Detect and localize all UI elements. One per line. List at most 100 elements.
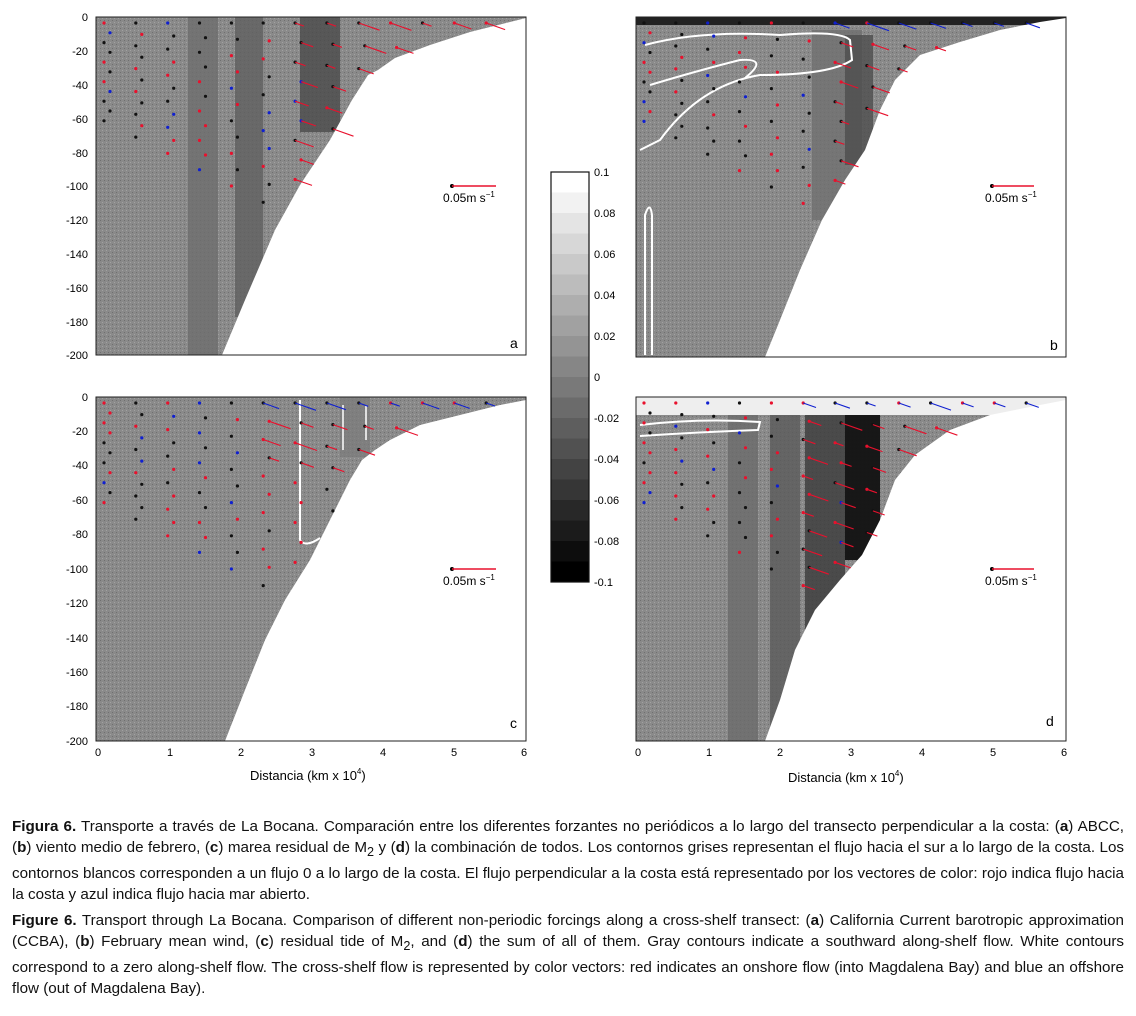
- vector-arrow: [358, 68, 374, 75]
- vector-arrow: [872, 467, 887, 473]
- vector-point: [737, 139, 742, 143]
- vector-point: [801, 93, 805, 97]
- vector-point: [769, 434, 774, 438]
- vector-point: [235, 451, 239, 455]
- caption-label: Figure 6.: [12, 912, 77, 929]
- vector-point: [680, 482, 684, 486]
- vector-point: [712, 34, 716, 38]
- vector-point: [108, 491, 112, 495]
- vector-point: [712, 467, 716, 471]
- vector-point: [166, 481, 170, 485]
- contour-band: [636, 17, 1066, 25]
- vector-point: [166, 21, 170, 25]
- x-tick: 0: [635, 747, 641, 759]
- vector-point: [743, 535, 748, 540]
- vector-point: [769, 185, 774, 189]
- vector-arrow: [422, 402, 440, 410]
- vector-point: [648, 431, 652, 435]
- vector-point: [642, 100, 646, 104]
- vector-point: [737, 520, 742, 525]
- vector-point: [642, 481, 646, 485]
- vector-point: [674, 90, 678, 94]
- vector-point: [680, 101, 684, 105]
- vector-point: [140, 32, 144, 37]
- colorbar-band: [551, 315, 589, 337]
- vector-point: [331, 509, 335, 513]
- vector-arrow: [326, 64, 336, 69]
- vector-arrow: [840, 541, 854, 548]
- vector-point: [648, 451, 652, 455]
- colorbar-band: [551, 500, 589, 521]
- colorbar-band: [551, 192, 589, 214]
- vector-point: [229, 401, 233, 405]
- vector-arrow: [803, 548, 823, 557]
- vector-point: [648, 411, 652, 415]
- zero-contour: [639, 419, 762, 437]
- vector-arrow: [936, 427, 958, 436]
- svg-text:0.05m s−1: 0.05m s−1: [443, 190, 495, 205]
- vector-point: [235, 484, 239, 488]
- vector-point: [706, 534, 710, 538]
- vector-point: [108, 70, 112, 74]
- vector-arrow: [263, 402, 280, 410]
- x-tick: 5: [451, 747, 457, 759]
- vector-point: [235, 168, 239, 172]
- caption-english: Figure 6. Transport through La Bocana. C…: [12, 912, 1124, 998]
- vector-point: [134, 135, 138, 139]
- vector-point: [801, 21, 805, 25]
- vector-point: [737, 401, 742, 405]
- vector-point: [775, 451, 780, 455]
- vector-point: [267, 111, 271, 115]
- vector-arrow: [866, 488, 878, 494]
- vector-point: [737, 21, 742, 25]
- vector-point: [267, 182, 271, 186]
- vector-point: [102, 60, 106, 64]
- vector-point: [737, 461, 742, 465]
- vector-point: [712, 520, 716, 525]
- vector-point: [134, 67, 138, 71]
- vector-point: [102, 441, 106, 445]
- vector-arrow: [840, 502, 856, 509]
- y-axis-a: 0 -20 -40 -60 -80 -100 -120 -140 -160 -1…: [66, 12, 88, 362]
- vector-point: [706, 21, 710, 25]
- vector-arrow: [332, 43, 343, 48]
- vector-point: [712, 87, 716, 91]
- vector-arrow: [358, 448, 376, 456]
- colorbar-tick: -0.08: [594, 536, 619, 548]
- vector-point: [172, 138, 176, 142]
- colorbar-tick: 0.1: [594, 167, 609, 179]
- vector-point: [267, 492, 271, 496]
- vector-point: [108, 109, 112, 113]
- vector-arrow: [904, 425, 927, 435]
- vector-point: [166, 125, 170, 129]
- vector-point: [235, 418, 239, 422]
- panel-d: 0 1 2 3 4 5 6 0.05m s−1 d Distancia (km …: [635, 396, 1067, 785]
- vector-point: [706, 428, 710, 432]
- vector-point: [712, 113, 716, 117]
- svg-text:0.05m s−1: 0.05m s−1: [985, 190, 1037, 205]
- contour-band: [300, 17, 340, 132]
- vector-point: [229, 501, 233, 505]
- vector-point: [712, 441, 716, 445]
- colorbar-tick: -0.02: [594, 413, 619, 425]
- vector-point: [172, 467, 176, 471]
- y-tick: -60: [72, 114, 88, 126]
- colorbar-band: [551, 561, 589, 583]
- vector-point: [706, 401, 710, 405]
- y-tick: 0: [82, 12, 88, 24]
- vector-arrow: [396, 46, 414, 54]
- vector-point: [648, 110, 652, 114]
- vector-arrow: [834, 482, 855, 490]
- vector-point: [769, 534, 774, 538]
- vector-point: [229, 184, 233, 188]
- colorbar-band: [551, 438, 589, 460]
- vector-arrow: [834, 140, 845, 145]
- vector-point: [166, 454, 170, 458]
- vector-point: [674, 447, 678, 452]
- vector-point: [743, 476, 748, 480]
- vector-point: [648, 31, 652, 35]
- vector-arrow: [994, 22, 1005, 27]
- vector-point: [235, 135, 239, 139]
- scale-arrow-d: 0.05m s−1: [985, 567, 1037, 588]
- svg-text:0.05m s−1: 0.05m s−1: [443, 573, 495, 588]
